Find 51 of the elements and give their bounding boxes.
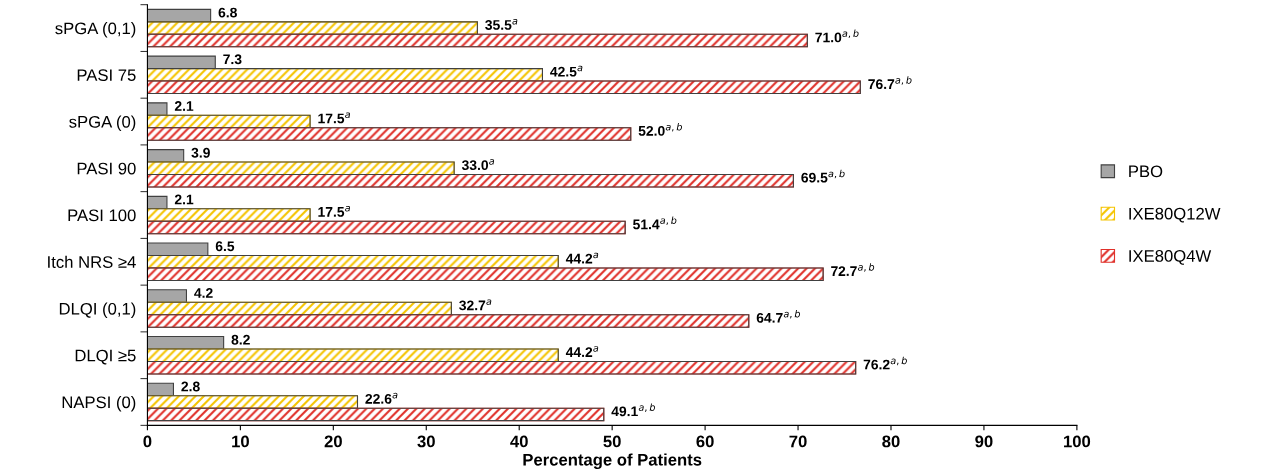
data-label: 2.8 [181,381,200,392]
data-label: 69.5$^{a,b}$ [801,169,845,183]
x-tick-label: 80 [882,435,900,448]
data-label: 6.8 [218,7,237,18]
data-label: 52.0$^{a,b}$ [638,122,682,136]
legend-label: IXE80Q12W [1129,207,1221,223]
x-tick-label: 30 [417,435,435,448]
data-label: 6.5 [215,241,235,252]
data-label: 4.2 [194,288,213,298]
y-tick-label: PASI 75 [77,69,136,82]
data-label: 42.5$^{a}$ [550,65,583,77]
x-tick-label: 100 [1064,435,1091,448]
data-label: 51.4$^{a,b}$ [633,216,677,230]
data-label: 8.2 [231,334,250,345]
data-label: 76.2$^{a,b}$ [863,356,907,370]
data-label: 64.7$^{a,b}$ [756,309,801,323]
x-tick-label: 20 [324,435,342,448]
data-label: 7.3 [223,54,242,65]
y-tick-label: NAPSI (0) [62,395,136,412]
y-tick-label: DLQI (0,1) [59,302,136,318]
data-label: 17.5$^{a}$ [318,205,350,217]
data-label: 44.2$^{a}$ [565,252,599,264]
x-tick-label: 10 [232,435,249,448]
legend-label: PBO [1129,165,1163,178]
data-label: 35.5$^{a}$ [485,18,518,30]
data-label: 33.0$^{a}$ [461,159,495,171]
data-label: 49.1$^{a,b}$ [611,403,656,417]
data-label: 44.2$^{a}$ [565,346,599,357]
y-tick-label: sPGA (0) [69,115,136,132]
y-tick-label: PASI 100 [68,209,136,222]
x-tick-label: 0 [143,435,152,448]
x-tick-label: 50 [603,435,621,448]
data-label: 2.1 [174,101,194,111]
y-tick-label: DLQI ≥5 [75,349,136,365]
data-label: 32.7$^{a}$ [459,299,492,311]
data-label: 3.9 [191,147,210,158]
data-label: 22.6$^{a}$ [365,392,398,404]
x-axis-title: Percentage of Patients [523,453,702,469]
x-tick-label: 90 [975,435,993,448]
x-tick-label: 60 [696,435,714,448]
data-label: 76.7$^{a,b}$ [868,76,912,90]
y-tick-label: PASI 90 [77,162,136,175]
x-tick-label: 40 [510,435,528,448]
data-label: 2.1 [174,194,194,205]
y-tick-label: Itch NRS ≥4 [48,255,136,268]
data-label: 17.5$^{a}$ [318,112,350,124]
x-tick-label: 70 [789,435,807,448]
data-label: 72.7$^{a,b}$ [831,263,875,276]
legend-label: IXE80Q4W [1129,250,1212,265]
y-tick-label: sPGA (0,1) [55,22,136,38]
data-label: 71.0$^{a,b}$ [815,29,859,43]
